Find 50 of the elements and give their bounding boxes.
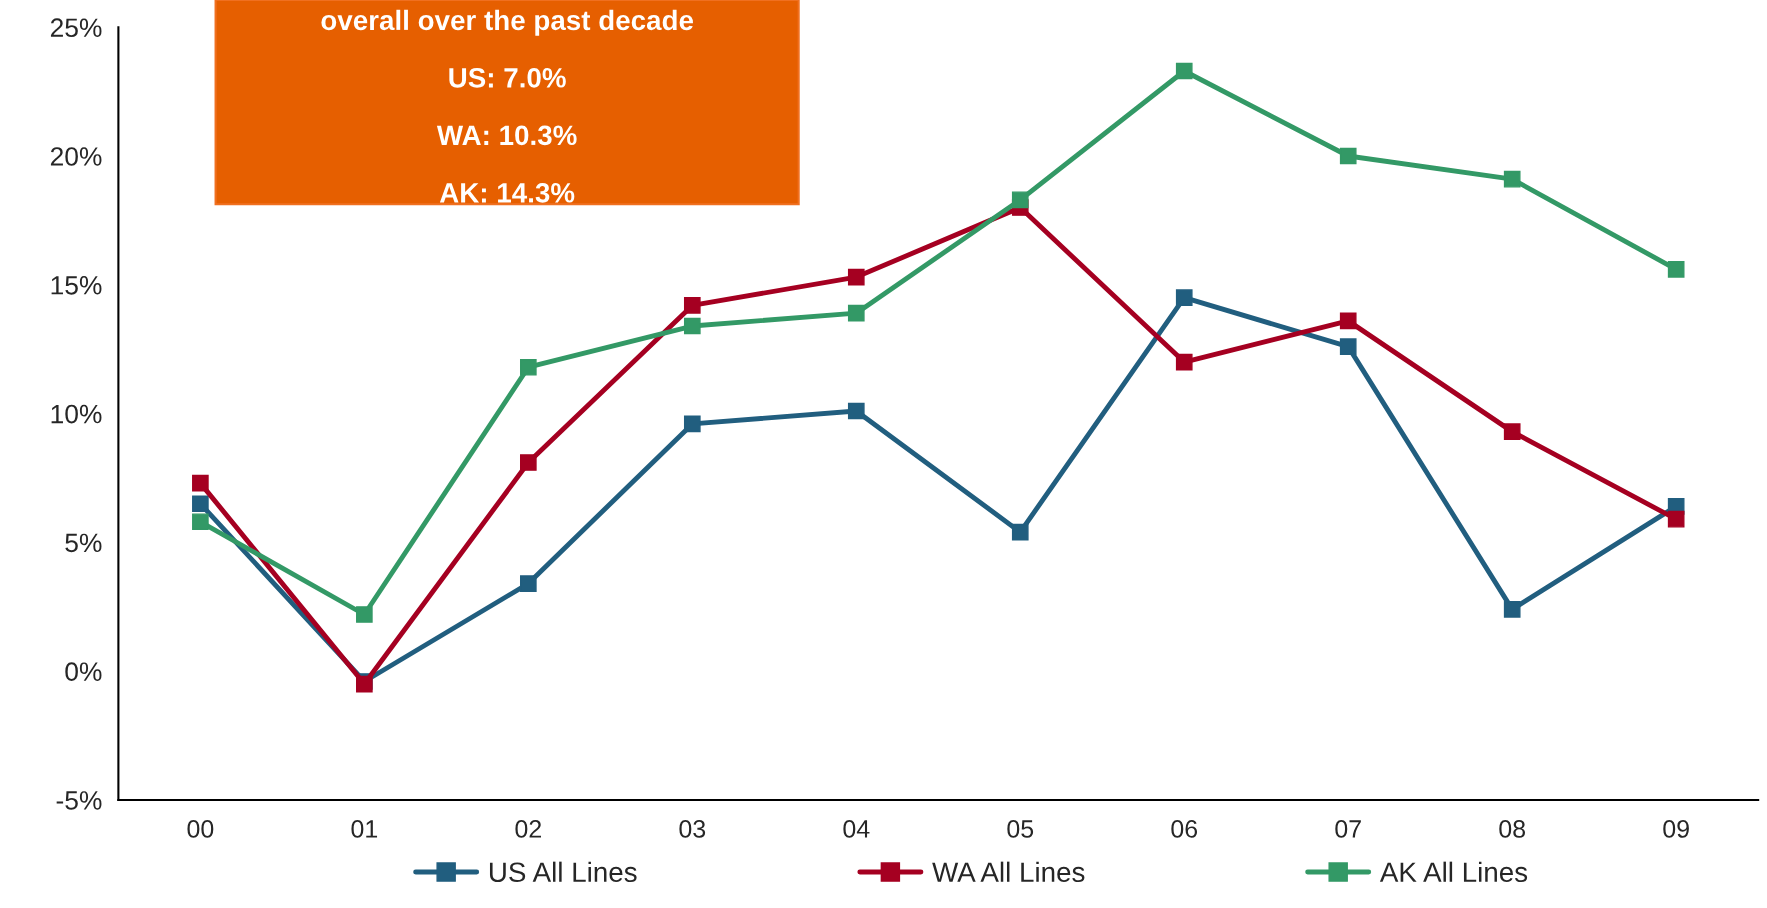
x-tick-label: 04 xyxy=(843,820,870,838)
point xyxy=(1667,510,1685,528)
point xyxy=(847,402,865,420)
x-tick-label: 02 xyxy=(515,820,541,838)
point xyxy=(683,415,701,433)
point xyxy=(192,513,209,531)
annotation: US: 7.0% xyxy=(449,67,566,88)
x-tick-label: 00 xyxy=(187,820,214,838)
point xyxy=(519,358,537,376)
y-tick-label: 15% xyxy=(51,276,102,295)
x-tick-label: 01 xyxy=(351,820,378,838)
legend-label: WA All Lines xyxy=(932,861,1085,883)
annotation: AK: 14.3% xyxy=(439,183,575,203)
x-tick-label: 08 xyxy=(1499,820,1526,838)
annotation: WA: 10.3% xyxy=(436,125,577,146)
point xyxy=(1503,601,1521,618)
point xyxy=(1503,170,1521,188)
y-tick-label: 0% xyxy=(65,662,102,681)
point xyxy=(1011,523,1029,541)
point xyxy=(683,317,701,335)
annotation: overall over the past decade xyxy=(321,9,694,36)
y-tick-label: -5% xyxy=(56,791,102,810)
legend-label: US All Lines xyxy=(489,861,637,883)
point xyxy=(192,474,209,492)
x-tick-label: 06 xyxy=(1171,820,1198,838)
y-tick-label: 20% xyxy=(50,147,102,166)
point xyxy=(1175,289,1193,307)
point xyxy=(1339,147,1357,165)
point xyxy=(519,454,537,471)
y-tick-label: 25% xyxy=(50,18,102,38)
point xyxy=(356,606,373,623)
legend-label: AK All Lines xyxy=(1379,861,1528,883)
point xyxy=(847,304,865,322)
y-tick-label: 5% xyxy=(65,533,102,553)
point xyxy=(1011,191,1029,209)
x-tick-label: 09 xyxy=(1663,820,1689,838)
point xyxy=(1339,338,1357,355)
point xyxy=(1175,353,1193,371)
x-tick-label: 03 xyxy=(679,820,706,838)
point xyxy=(1339,312,1357,330)
x-tick-label: 05 xyxy=(1007,820,1034,838)
point xyxy=(192,495,209,513)
x-tick-label: 07 xyxy=(1335,820,1361,838)
point xyxy=(683,297,701,314)
point xyxy=(847,268,865,286)
point xyxy=(519,575,537,592)
point xyxy=(1667,261,1685,278)
y-tick-label: 10% xyxy=(51,404,102,424)
point xyxy=(1503,423,1521,440)
point xyxy=(1175,62,1193,80)
